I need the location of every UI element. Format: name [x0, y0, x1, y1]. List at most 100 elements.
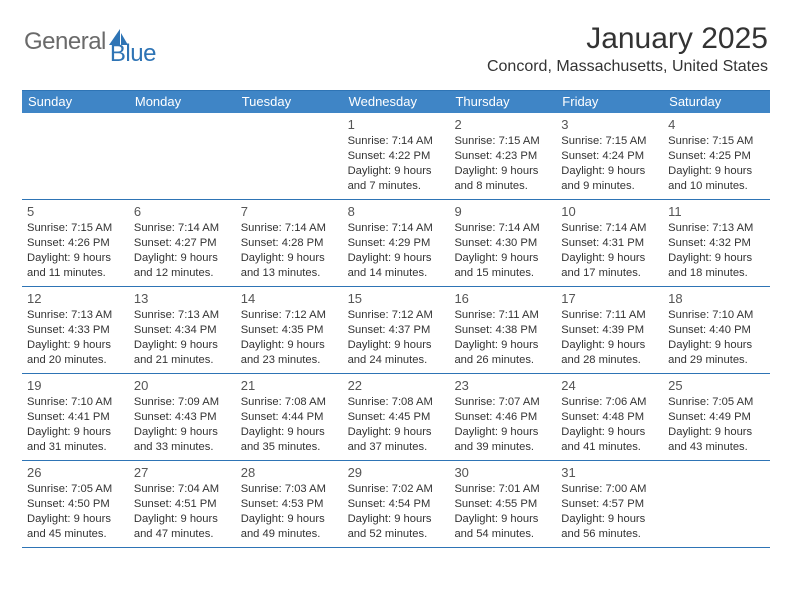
sunset-line: Sunset: 4:50 PM	[27, 497, 124, 512]
day-cell: 16Sunrise: 7:11 AMSunset: 4:38 PMDayligh…	[449, 287, 556, 373]
location-text: Concord, Massachusetts, United States	[487, 58, 768, 76]
daylight-line: Daylight: 9 hours and 11 minutes.	[27, 251, 124, 281]
day-cell: 7Sunrise: 7:14 AMSunset: 4:28 PMDaylight…	[236, 200, 343, 286]
day-cell: 24Sunrise: 7:06 AMSunset: 4:48 PMDayligh…	[556, 374, 663, 460]
dow-friday: Friday	[556, 91, 663, 113]
sunrise-line: Sunrise: 7:09 AM	[134, 395, 231, 410]
day-number: 6	[134, 203, 231, 220]
sunset-line: Sunset: 4:37 PM	[348, 323, 445, 338]
day-cell	[663, 461, 770, 547]
day-cell: 2Sunrise: 7:15 AMSunset: 4:23 PMDaylight…	[449, 113, 556, 199]
daylight-line: Daylight: 9 hours and 56 minutes.	[561, 512, 658, 542]
day-cell: 3Sunrise: 7:15 AMSunset: 4:24 PMDaylight…	[556, 113, 663, 199]
sunrise-line: Sunrise: 7:10 AM	[668, 308, 765, 323]
sunset-line: Sunset: 4:38 PM	[454, 323, 551, 338]
day-cell: 17Sunrise: 7:11 AMSunset: 4:39 PMDayligh…	[556, 287, 663, 373]
daylight-line: Daylight: 9 hours and 8 minutes.	[454, 164, 551, 194]
day-number: 10	[561, 203, 658, 220]
daylight-line: Daylight: 9 hours and 9 minutes.	[561, 164, 658, 194]
day-cell: 11Sunrise: 7:13 AMSunset: 4:32 PMDayligh…	[663, 200, 770, 286]
day-cell: 26Sunrise: 7:05 AMSunset: 4:50 PMDayligh…	[22, 461, 129, 547]
sunset-line: Sunset: 4:41 PM	[27, 410, 124, 425]
calendar: SundayMondayTuesdayWednesdayThursdayFrid…	[22, 90, 770, 548]
daylight-line: Daylight: 9 hours and 26 minutes.	[454, 338, 551, 368]
day-number: 18	[668, 290, 765, 307]
day-number: 27	[134, 464, 231, 481]
daylight-line: Daylight: 9 hours and 28 minutes.	[561, 338, 658, 368]
sunset-line: Sunset: 4:31 PM	[561, 236, 658, 251]
sunrise-line: Sunrise: 7:12 AM	[348, 308, 445, 323]
day-cell: 15Sunrise: 7:12 AMSunset: 4:37 PMDayligh…	[343, 287, 450, 373]
sunset-line: Sunset: 4:26 PM	[27, 236, 124, 251]
daylight-line: Daylight: 9 hours and 52 minutes.	[348, 512, 445, 542]
day-number: 1	[348, 116, 445, 133]
sunrise-line: Sunrise: 7:13 AM	[134, 308, 231, 323]
sunset-line: Sunset: 4:45 PM	[348, 410, 445, 425]
sunset-line: Sunset: 4:44 PM	[241, 410, 338, 425]
sunset-line: Sunset: 4:54 PM	[348, 497, 445, 512]
daylight-line: Daylight: 9 hours and 18 minutes.	[668, 251, 765, 281]
sunset-line: Sunset: 4:57 PM	[561, 497, 658, 512]
sunset-line: Sunset: 4:25 PM	[668, 149, 765, 164]
sunrise-line: Sunrise: 7:06 AM	[561, 395, 658, 410]
header: General Blue January 2025 Concord, Massa…	[0, 0, 792, 84]
sunset-line: Sunset: 4:30 PM	[454, 236, 551, 251]
weeks-container: 1Sunrise: 7:14 AMSunset: 4:22 PMDaylight…	[22, 113, 770, 548]
sunrise-line: Sunrise: 7:11 AM	[561, 308, 658, 323]
daylight-line: Daylight: 9 hours and 35 minutes.	[241, 425, 338, 455]
day-number: 28	[241, 464, 338, 481]
sunset-line: Sunset: 4:29 PM	[348, 236, 445, 251]
day-number: 11	[668, 203, 765, 220]
sunrise-line: Sunrise: 7:08 AM	[241, 395, 338, 410]
daylight-line: Daylight: 9 hours and 33 minutes.	[134, 425, 231, 455]
daylight-line: Daylight: 9 hours and 43 minutes.	[668, 425, 765, 455]
sunset-line: Sunset: 4:27 PM	[134, 236, 231, 251]
daylight-line: Daylight: 9 hours and 39 minutes.	[454, 425, 551, 455]
day-number: 20	[134, 377, 231, 394]
sunset-line: Sunset: 4:51 PM	[134, 497, 231, 512]
day-cell	[236, 113, 343, 199]
sunrise-line: Sunrise: 7:15 AM	[454, 134, 551, 149]
day-number: 13	[134, 290, 231, 307]
dow-thursday: Thursday	[449, 91, 556, 113]
sunset-line: Sunset: 4:33 PM	[27, 323, 124, 338]
day-cell: 23Sunrise: 7:07 AMSunset: 4:46 PMDayligh…	[449, 374, 556, 460]
day-number: 8	[348, 203, 445, 220]
dow-tuesday: Tuesday	[236, 91, 343, 113]
daylight-line: Daylight: 9 hours and 41 minutes.	[561, 425, 658, 455]
day-cell: 25Sunrise: 7:05 AMSunset: 4:49 PMDayligh…	[663, 374, 770, 460]
daylight-line: Daylight: 9 hours and 7 minutes.	[348, 164, 445, 194]
sunrise-line: Sunrise: 7:11 AM	[454, 308, 551, 323]
dow-wednesday: Wednesday	[343, 91, 450, 113]
week-row: 5Sunrise: 7:15 AMSunset: 4:26 PMDaylight…	[22, 200, 770, 287]
day-number: 14	[241, 290, 338, 307]
sunrise-line: Sunrise: 7:15 AM	[27, 221, 124, 236]
day-cell: 5Sunrise: 7:15 AMSunset: 4:26 PMDaylight…	[22, 200, 129, 286]
logo: General Blue	[24, 28, 176, 56]
sunrise-line: Sunrise: 7:00 AM	[561, 482, 658, 497]
day-number: 31	[561, 464, 658, 481]
day-cell: 1Sunrise: 7:14 AMSunset: 4:22 PMDaylight…	[343, 113, 450, 199]
sunrise-line: Sunrise: 7:13 AM	[668, 221, 765, 236]
sunset-line: Sunset: 4:49 PM	[668, 410, 765, 425]
week-row: 12Sunrise: 7:13 AMSunset: 4:33 PMDayligh…	[22, 287, 770, 374]
day-cell: 18Sunrise: 7:10 AMSunset: 4:40 PMDayligh…	[663, 287, 770, 373]
day-number: 7	[241, 203, 338, 220]
title-block: January 2025 Concord, Massachusetts, Uni…	[487, 22, 768, 76]
day-cell: 21Sunrise: 7:08 AMSunset: 4:44 PMDayligh…	[236, 374, 343, 460]
sunset-line: Sunset: 4:28 PM	[241, 236, 338, 251]
sunset-line: Sunset: 4:24 PM	[561, 149, 658, 164]
day-number: 2	[454, 116, 551, 133]
day-number: 9	[454, 203, 551, 220]
day-cell: 4Sunrise: 7:15 AMSunset: 4:25 PMDaylight…	[663, 113, 770, 199]
week-row: 1Sunrise: 7:14 AMSunset: 4:22 PMDaylight…	[22, 113, 770, 200]
dow-monday: Monday	[129, 91, 236, 113]
day-number: 16	[454, 290, 551, 307]
sunrise-line: Sunrise: 7:14 AM	[241, 221, 338, 236]
day-cell: 12Sunrise: 7:13 AMSunset: 4:33 PMDayligh…	[22, 287, 129, 373]
day-number: 4	[668, 116, 765, 133]
sunrise-line: Sunrise: 7:08 AM	[348, 395, 445, 410]
day-cell: 20Sunrise: 7:09 AMSunset: 4:43 PMDayligh…	[129, 374, 236, 460]
sunrise-line: Sunrise: 7:14 AM	[454, 221, 551, 236]
day-number: 25	[668, 377, 765, 394]
